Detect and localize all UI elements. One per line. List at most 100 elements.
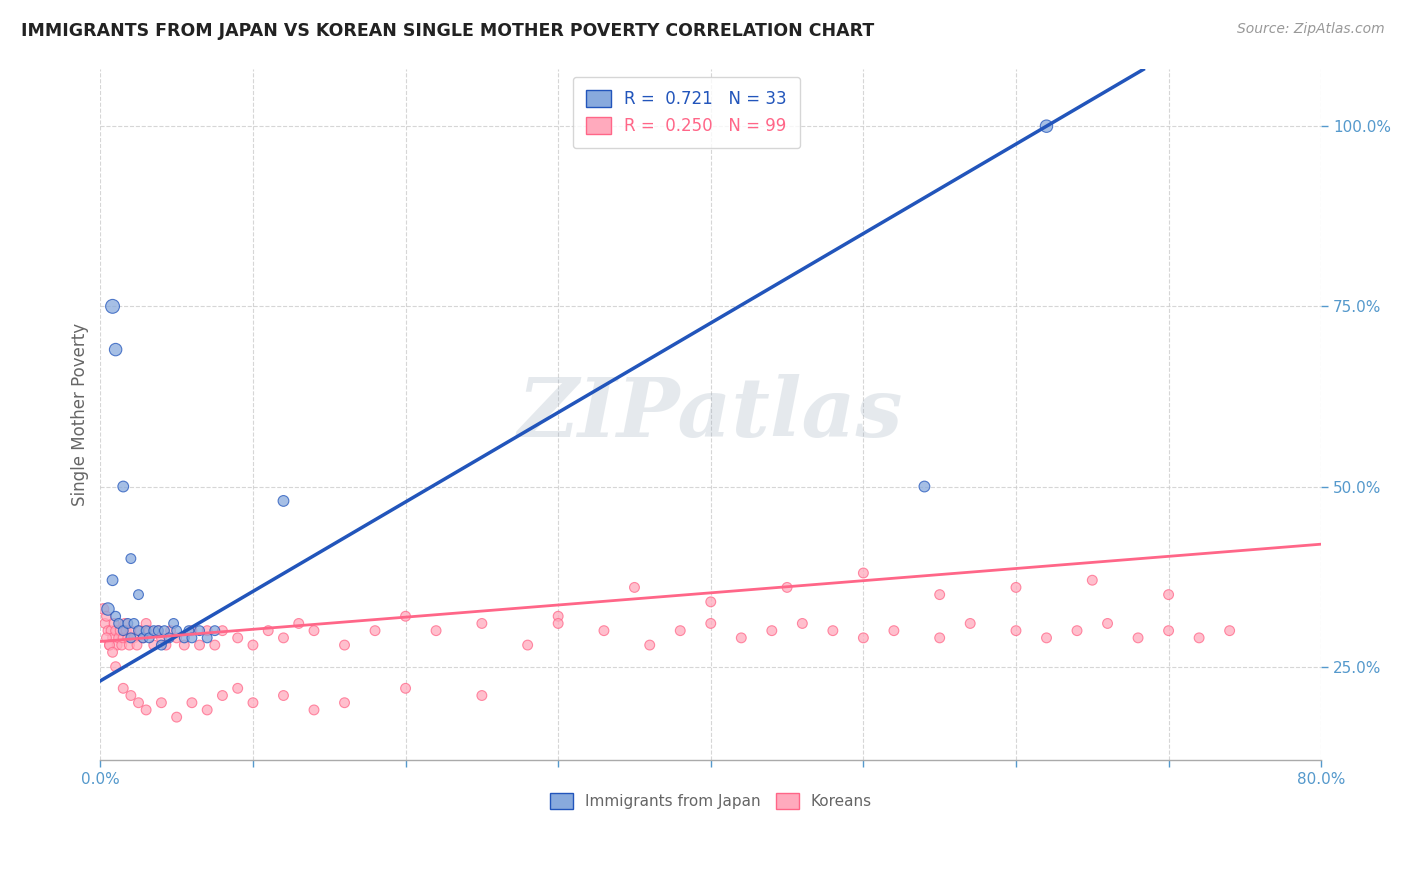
Point xyxy=(107,631,129,645)
Point xyxy=(103,616,125,631)
Point xyxy=(155,638,177,652)
Point xyxy=(623,581,645,595)
Point xyxy=(333,638,356,652)
Point xyxy=(638,638,661,652)
Point xyxy=(593,624,616,638)
Point xyxy=(117,616,139,631)
Point xyxy=(821,624,844,638)
Point xyxy=(94,616,117,631)
Point xyxy=(180,696,202,710)
Point xyxy=(425,624,447,638)
Point xyxy=(188,638,211,652)
Text: ZIPatlas: ZIPatlas xyxy=(517,375,904,454)
Point xyxy=(97,602,120,616)
Point xyxy=(1219,624,1241,638)
Point xyxy=(700,616,723,631)
Point xyxy=(287,616,309,631)
Point xyxy=(138,624,160,638)
Point xyxy=(101,645,124,659)
Point xyxy=(852,566,875,580)
Point xyxy=(928,631,950,645)
Point xyxy=(96,631,118,645)
Y-axis label: Single Mother Poverty: Single Mother Poverty xyxy=(72,323,89,506)
Point xyxy=(166,631,188,645)
Point xyxy=(117,631,139,645)
Point xyxy=(104,624,127,638)
Point xyxy=(242,696,264,710)
Point xyxy=(148,624,170,638)
Point xyxy=(471,616,494,631)
Point xyxy=(761,624,783,638)
Point xyxy=(333,696,356,710)
Point xyxy=(302,624,325,638)
Point xyxy=(128,696,150,710)
Point xyxy=(1035,119,1057,133)
Point xyxy=(1188,631,1211,645)
Point xyxy=(112,624,135,638)
Point xyxy=(177,624,200,638)
Point xyxy=(132,631,155,645)
Point xyxy=(700,595,723,609)
Point xyxy=(159,624,181,638)
Point xyxy=(135,624,157,638)
Point xyxy=(928,588,950,602)
Point xyxy=(1081,573,1104,587)
Point xyxy=(104,343,127,357)
Point xyxy=(257,624,280,638)
Point xyxy=(122,616,145,631)
Point xyxy=(93,602,115,616)
Point xyxy=(792,616,814,631)
Point xyxy=(547,616,569,631)
Point xyxy=(120,631,142,645)
Point xyxy=(204,624,226,638)
Point xyxy=(132,631,155,645)
Point xyxy=(302,703,325,717)
Point xyxy=(135,616,157,631)
Point xyxy=(101,573,124,587)
Point xyxy=(273,494,295,508)
Legend: Immigrants from Japan, Koreans: Immigrants from Japan, Koreans xyxy=(544,787,877,815)
Point xyxy=(97,624,120,638)
Point xyxy=(883,624,905,638)
Point xyxy=(157,631,180,645)
Point xyxy=(120,689,142,703)
Point xyxy=(122,631,145,645)
Point xyxy=(101,631,124,645)
Point xyxy=(195,624,218,638)
Point xyxy=(730,631,752,645)
Point xyxy=(1005,581,1028,595)
Point xyxy=(138,631,160,645)
Point xyxy=(100,624,122,638)
Point xyxy=(150,631,173,645)
Point xyxy=(120,551,142,566)
Point xyxy=(98,638,121,652)
Point xyxy=(188,624,211,638)
Point xyxy=(211,689,233,703)
Point xyxy=(516,638,538,652)
Point xyxy=(226,681,249,696)
Point xyxy=(162,616,184,631)
Point xyxy=(150,696,173,710)
Point xyxy=(1126,631,1149,645)
Point xyxy=(112,681,135,696)
Point xyxy=(101,299,124,313)
Point xyxy=(211,624,233,638)
Point xyxy=(118,638,141,652)
Point xyxy=(669,624,692,638)
Point xyxy=(180,631,202,645)
Point xyxy=(1157,624,1180,638)
Point xyxy=(226,631,249,645)
Point xyxy=(1005,624,1028,638)
Point xyxy=(173,638,195,652)
Point xyxy=(114,616,136,631)
Point xyxy=(128,624,150,638)
Point xyxy=(166,624,188,638)
Point xyxy=(195,703,218,717)
Point xyxy=(142,638,165,652)
Point xyxy=(471,689,494,703)
Point xyxy=(129,624,152,638)
Point xyxy=(128,588,150,602)
Point xyxy=(776,581,799,595)
Point xyxy=(852,631,875,645)
Point xyxy=(394,681,416,696)
